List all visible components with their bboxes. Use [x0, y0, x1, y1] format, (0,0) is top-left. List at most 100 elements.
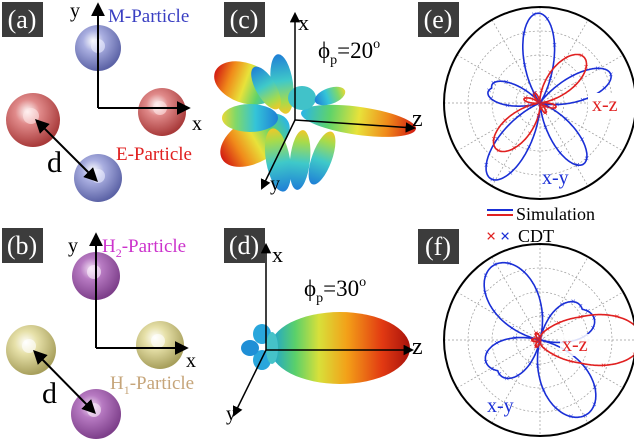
cdt-marker: × — [533, 330, 538, 340]
cdt-marker: × — [540, 98, 545, 108]
cdt-marker: × — [537, 97, 542, 107]
legend: Simulation × × CDT — [486, 204, 595, 246]
panel-b: (b) y x d H2-Particle H1-Particle — [2, 228, 196, 439]
cdt-marker: × — [571, 297, 576, 307]
cdt-marker: × — [601, 360, 606, 370]
cdt-marker: × — [483, 287, 488, 297]
cdt-marker: × — [521, 28, 526, 38]
cdt-marker: × — [590, 323, 595, 333]
cdt-marker: × — [552, 100, 557, 110]
cdt-marker: × — [539, 336, 544, 346]
cdt-marker: × — [548, 74, 553, 84]
xy-curve-e — [485, 12, 612, 181]
cdt-marker: × — [534, 338, 539, 348]
cdt-marker: × — [585, 306, 590, 316]
xy-label-e: x-y — [542, 167, 569, 189]
cdt-marker: × — [538, 333, 543, 343]
cdt-marker: × — [530, 336, 535, 346]
panel-a: (a) y x d M-Particle E-Particle — [2, 0, 202, 202]
panel-b-label: (b) — [7, 231, 37, 260]
xz-label-bg-f — [560, 334, 602, 356]
cdt-marker: × — [584, 62, 589, 72]
legend-cdt-red-marker: × — [486, 226, 496, 246]
cdt-marker: × — [536, 329, 541, 339]
cdt-marker: × — [523, 93, 528, 103]
cdt-marker: × — [523, 96, 528, 106]
cdt-marker: × — [535, 342, 540, 352]
cdt-marker: × — [552, 103, 557, 113]
cdt-marker: × — [526, 142, 531, 152]
cdt-marker: × — [538, 99, 543, 109]
axis-y-arrow-d — [232, 349, 267, 417]
cdt-marker: × — [539, 103, 544, 113]
cdt-marker: × — [492, 306, 497, 316]
cdt-marker: × — [483, 270, 488, 280]
cdt-marker: × — [578, 312, 583, 322]
phi-label-d: ϕp=30o — [304, 275, 366, 306]
cdt-marker: × — [560, 300, 565, 310]
cdt-marker: × — [543, 106, 548, 116]
cdt-marker: × — [530, 334, 535, 344]
cdt-marker: × — [583, 364, 588, 374]
xz-curve-f — [531, 313, 634, 367]
cdt-marker: × — [531, 94, 536, 104]
axis-x-label: x — [192, 113, 202, 135]
panel-f-label-box — [418, 229, 459, 264]
cdt-marker: × — [504, 373, 509, 383]
polar-frame-f — [443, 243, 634, 437]
cdt-marker: × — [512, 143, 517, 153]
xy-label-f: x-y — [487, 395, 514, 417]
cdt-marker: × — [548, 68, 553, 78]
axis-z-arrow-c — [294, 119, 417, 133]
phi-label-c: ϕp=20o — [318, 37, 380, 68]
cdt-marker: × — [527, 359, 532, 369]
cdt-marker: × — [578, 301, 583, 311]
cdt-marker: × — [575, 160, 580, 170]
radiation-pattern-d — [241, 312, 410, 384]
cdt-marker: × — [563, 114, 568, 124]
cdt-marker: × — [527, 100, 532, 110]
cdt-marker: × — [632, 350, 634, 360]
panel-d-label-box — [224, 228, 265, 263]
cdt-marker: × — [536, 111, 541, 121]
cdt-marker: × — [527, 128, 532, 138]
cdt-marker: × — [579, 50, 584, 60]
cdt-marker: × — [535, 98, 540, 108]
cdt-marker: × — [532, 88, 537, 98]
cdt-marker: × — [533, 337, 538, 347]
cdt-marker: × — [608, 69, 613, 79]
cdt-marker: × — [544, 102, 549, 112]
cdt-marker: × — [490, 174, 495, 184]
xz-label-bg-e — [588, 93, 634, 117]
distance-arrow-b — [33, 350, 96, 414]
cdt-marker: × — [538, 100, 543, 110]
panel-c: (c) x z y ϕp=20o — [214, 2, 423, 195]
cdt-marker: × — [553, 403, 558, 413]
cdt-marker: × — [556, 318, 561, 328]
cdt-marker: × — [494, 338, 499, 348]
panel-a-label: (a) — [8, 5, 37, 34]
cdt-marker: × — [570, 71, 575, 81]
cdt-marker: × — [510, 323, 515, 333]
cdt-marker: × — [558, 148, 563, 158]
cdt-marker: × — [490, 364, 495, 374]
radiation-pattern-c — [214, 54, 416, 192]
axis-y-label-c: y — [270, 173, 280, 195]
cdt-marker: × — [539, 86, 544, 96]
cdt-markers-e: ××××××××××××××××××××× × ××××××××××××××××× ×… — [484, 10, 614, 185]
cdt-marker: × — [592, 383, 597, 393]
axis-y-arrow-c — [260, 119, 296, 190]
panel-f-label: (f) — [425, 232, 451, 261]
panel-d-label: (d) — [229, 231, 259, 260]
legend-simulation-label: Simulation — [516, 204, 595, 224]
cdt-marker: × — [537, 333, 542, 343]
cdt-marker: × — [537, 339, 542, 349]
cdt-marker: × — [533, 341, 538, 351]
cdt-marker: × — [540, 328, 545, 338]
legend-cdt-label: CDT — [518, 226, 554, 246]
cdt-marker: × — [522, 267, 527, 277]
cdt-marker: × — [555, 100, 560, 110]
axis-z-label-c: z — [412, 106, 423, 132]
legend-cdt-blue-marker: × — [500, 226, 510, 246]
cdt-marker: × — [545, 14, 550, 24]
